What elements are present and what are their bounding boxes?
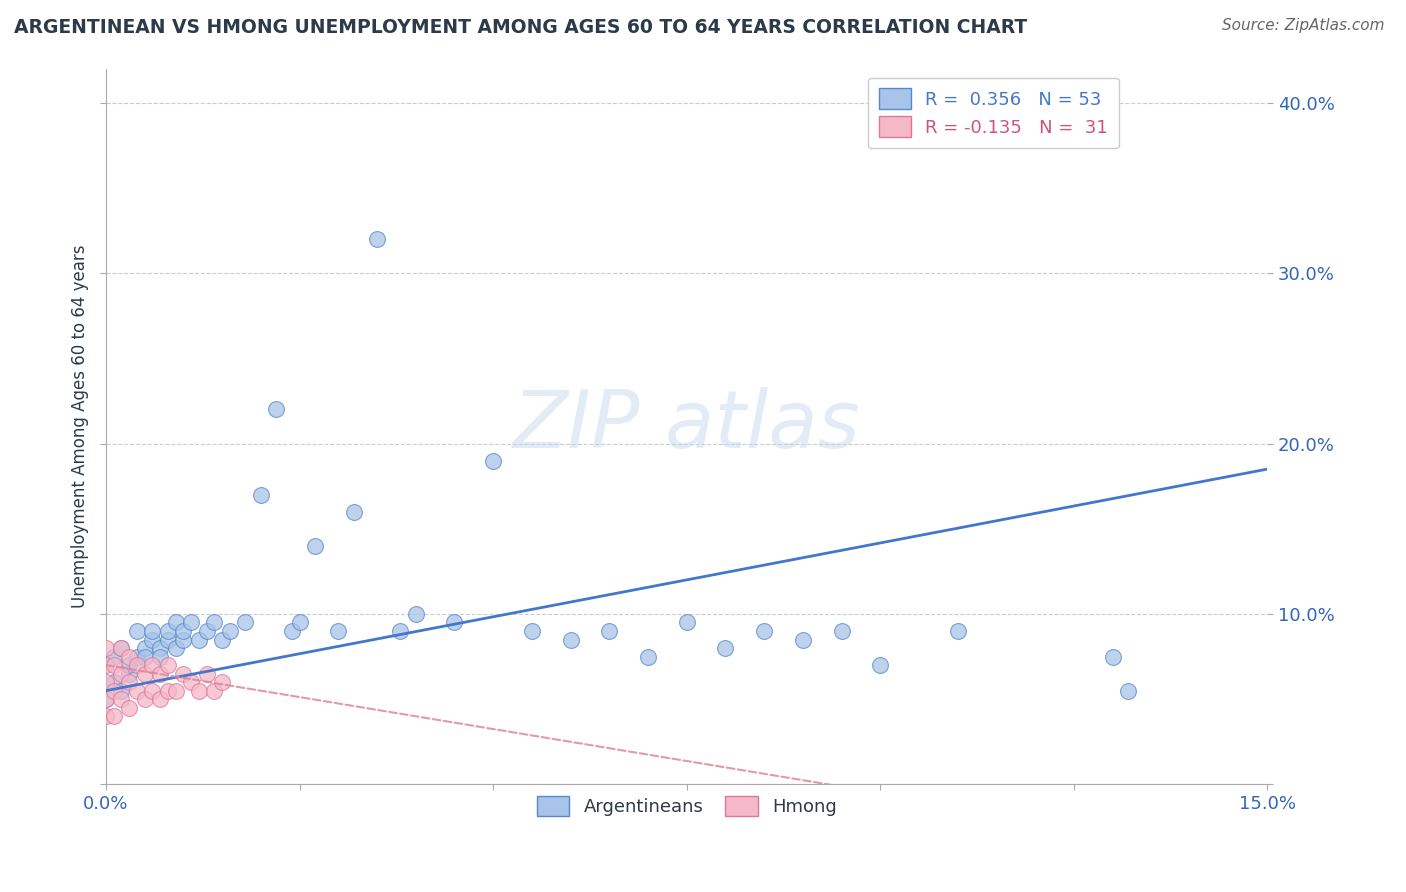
Point xyxy=(443,615,465,630)
Point xyxy=(180,675,202,690)
Point xyxy=(141,624,163,638)
Point xyxy=(149,692,172,706)
Point xyxy=(110,683,132,698)
Point xyxy=(792,632,814,647)
Point xyxy=(264,402,287,417)
Point xyxy=(118,658,141,673)
Point xyxy=(118,675,141,690)
Point xyxy=(560,632,582,647)
Point xyxy=(675,615,697,630)
Point xyxy=(149,666,172,681)
Point xyxy=(141,683,163,698)
Point xyxy=(149,641,172,656)
Y-axis label: Unemployment Among Ages 60 to 64 years: Unemployment Among Ages 60 to 64 years xyxy=(72,244,89,608)
Point xyxy=(637,649,659,664)
Point xyxy=(103,709,125,723)
Point xyxy=(103,675,125,690)
Legend: Argentineans, Hmong: Argentineans, Hmong xyxy=(527,787,846,825)
Text: ARGENTINEAN VS HMONG UNEMPLOYMENT AMONG AGES 60 TO 64 YEARS CORRELATION CHART: ARGENTINEAN VS HMONG UNEMPLOYMENT AMONG … xyxy=(14,18,1028,37)
Point xyxy=(134,641,156,656)
Point xyxy=(125,624,148,638)
Point xyxy=(249,488,271,502)
Point xyxy=(118,649,141,664)
Point xyxy=(156,632,179,647)
Point xyxy=(946,624,969,638)
Point xyxy=(118,700,141,714)
Point xyxy=(180,615,202,630)
Point xyxy=(110,666,132,681)
Point xyxy=(869,658,891,673)
Point xyxy=(1101,649,1123,664)
Point xyxy=(172,666,194,681)
Point xyxy=(187,683,209,698)
Point xyxy=(103,658,125,673)
Point xyxy=(94,709,117,723)
Point xyxy=(141,632,163,647)
Point xyxy=(202,683,225,698)
Point xyxy=(211,632,233,647)
Point xyxy=(103,649,125,664)
Point xyxy=(94,641,117,656)
Point xyxy=(165,683,187,698)
Point xyxy=(125,683,148,698)
Point xyxy=(195,624,218,638)
Point xyxy=(714,641,737,656)
Point xyxy=(134,649,156,664)
Text: ZIP atlas: ZIP atlas xyxy=(513,387,860,466)
Point xyxy=(110,641,132,656)
Point xyxy=(233,615,256,630)
Point xyxy=(125,658,148,673)
Point xyxy=(94,675,117,690)
Point xyxy=(328,624,350,638)
Point xyxy=(202,615,225,630)
Point xyxy=(831,624,853,638)
Point xyxy=(187,632,209,647)
Point xyxy=(141,658,163,673)
Point xyxy=(482,453,505,467)
Point xyxy=(211,675,233,690)
Point xyxy=(110,641,132,656)
Point xyxy=(598,624,620,638)
Point xyxy=(172,632,194,647)
Point xyxy=(281,624,304,638)
Point xyxy=(389,624,412,638)
Point xyxy=(103,683,125,698)
Point xyxy=(134,666,156,681)
Point xyxy=(165,641,187,656)
Point xyxy=(1116,683,1139,698)
Point xyxy=(156,658,179,673)
Point xyxy=(94,658,117,673)
Point xyxy=(218,624,240,638)
Point xyxy=(752,624,775,638)
Point xyxy=(94,692,117,706)
Point xyxy=(195,666,218,681)
Point xyxy=(134,692,156,706)
Point xyxy=(288,615,311,630)
Point xyxy=(366,232,388,246)
Point xyxy=(520,624,543,638)
Text: Source: ZipAtlas.com: Source: ZipAtlas.com xyxy=(1222,18,1385,33)
Point xyxy=(156,624,179,638)
Point xyxy=(149,649,172,664)
Point xyxy=(304,539,326,553)
Point xyxy=(172,624,194,638)
Point xyxy=(343,505,366,519)
Point xyxy=(165,615,187,630)
Point xyxy=(125,649,148,664)
Point xyxy=(405,607,427,621)
Point xyxy=(156,683,179,698)
Point xyxy=(110,692,132,706)
Point xyxy=(118,666,141,681)
Point xyxy=(94,692,117,706)
